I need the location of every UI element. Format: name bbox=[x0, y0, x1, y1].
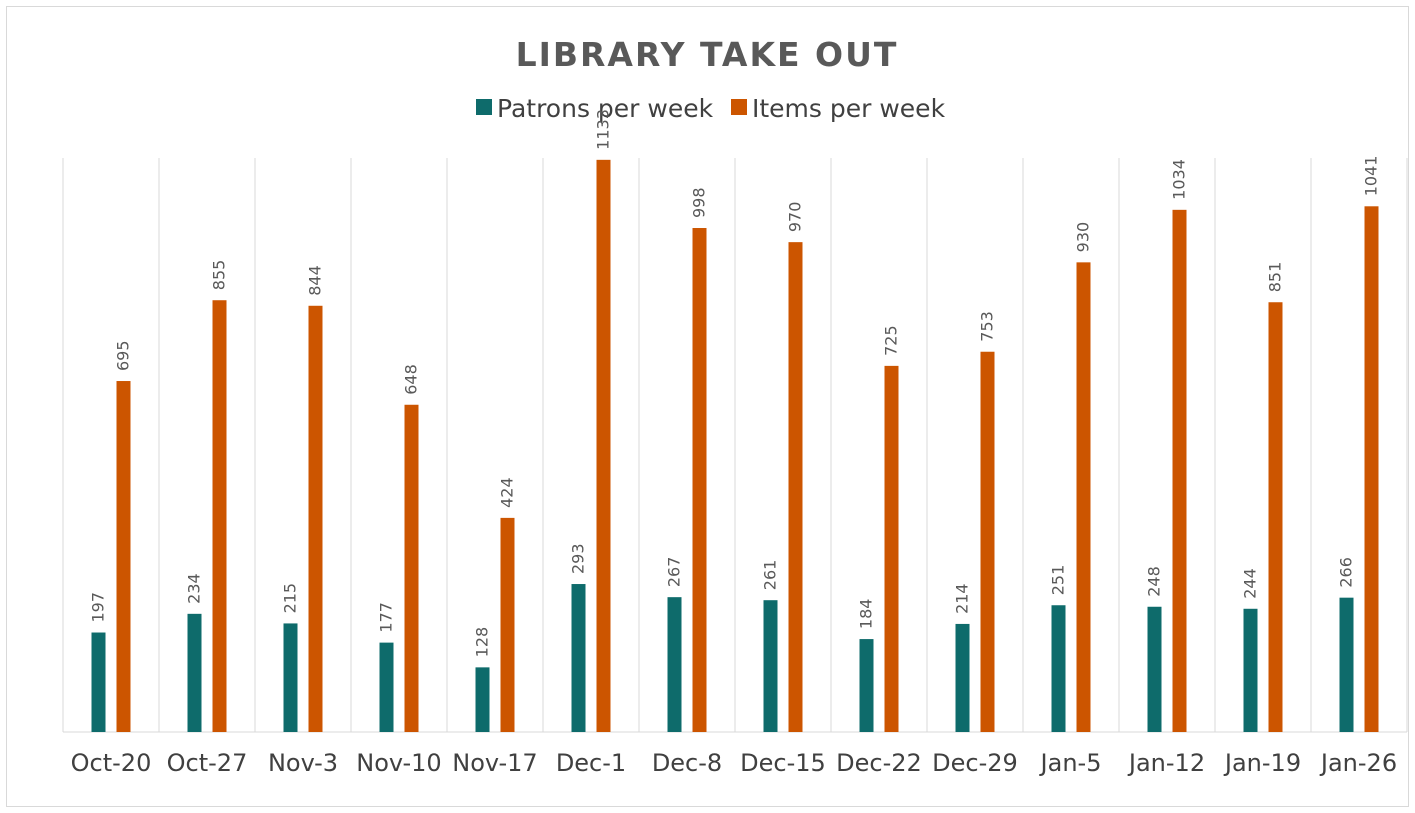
legend-swatch-patrons bbox=[476, 99, 492, 115]
x-tick-label: Jan-5 bbox=[1039, 749, 1102, 777]
x-tick-label: Jan-12 bbox=[1127, 749, 1205, 777]
data-label-patrons: 197 bbox=[89, 592, 108, 623]
x-tick-label: Oct-27 bbox=[167, 749, 248, 777]
bar-patrons-dec-8 bbox=[667, 597, 682, 732]
bar-items-jan-5 bbox=[1076, 262, 1091, 732]
bars bbox=[91, 159, 1379, 733]
bar-items-jan-26 bbox=[1364, 206, 1379, 733]
bar-items-dec-22 bbox=[884, 365, 899, 732]
data-label-items: 725 bbox=[882, 325, 901, 356]
bar-items-nov-10 bbox=[404, 404, 419, 732]
x-tick-label: Jan-26 bbox=[1319, 749, 1397, 777]
data-labels: 197 695 234 855 215 844 177 648 128 424 293 1133 267… bbox=[89, 109, 1381, 657]
bar-items-jan-19 bbox=[1268, 302, 1283, 732]
data-label-items: 424 bbox=[498, 477, 517, 508]
bar-patrons-dec-22 bbox=[859, 639, 874, 732]
data-label-items: 855 bbox=[210, 260, 229, 291]
legend-swatch-items bbox=[731, 99, 747, 115]
data-label-patrons: 267 bbox=[665, 557, 684, 588]
data-label-patrons: 266 bbox=[1337, 557, 1356, 588]
x-axis-ticks: Oct-20 Oct-27 Nov-3 Nov-10 Nov-17 Dec-1 Dec-8 D… bbox=[71, 749, 1397, 777]
bar-patrons-jan-5 bbox=[1051, 605, 1066, 732]
x-tick-label: Dec-22 bbox=[836, 749, 922, 777]
x-tick-label: Nov-3 bbox=[268, 749, 338, 777]
bar-items-dec-15 bbox=[788, 242, 803, 732]
data-label-patrons: 244 bbox=[1241, 568, 1260, 599]
bar-patrons-dec-1 bbox=[571, 584, 586, 732]
bar-patrons-nov-17 bbox=[475, 667, 490, 732]
x-tick-label: Nov-10 bbox=[356, 749, 441, 777]
x-tick-label: Dec-15 bbox=[740, 749, 826, 777]
data-label-items: 1034 bbox=[1170, 159, 1189, 200]
data-label-items: 1133 bbox=[594, 109, 613, 150]
bar-items-jan-12 bbox=[1172, 209, 1187, 732]
data-label-items: 753 bbox=[978, 311, 997, 342]
data-label-items: 851 bbox=[1266, 262, 1285, 293]
bar-patrons-oct-27 bbox=[187, 613, 202, 732]
data-label-items: 998 bbox=[690, 187, 709, 218]
data-label-items: 1041 bbox=[1362, 156, 1381, 197]
chart-title: LIBRARY TAKE OUT bbox=[516, 35, 899, 74]
legend: Patrons per week Items per week bbox=[476, 94, 946, 123]
bar-items-oct-20 bbox=[116, 381, 131, 732]
x-tick-label: Jan-19 bbox=[1223, 749, 1301, 777]
x-tick-label: Oct-20 bbox=[71, 749, 152, 777]
bar-patrons-dec-29 bbox=[955, 623, 970, 732]
bar-patrons-dec-15 bbox=[763, 600, 778, 732]
data-label-patrons: 184 bbox=[857, 599, 876, 630]
data-label-patrons: 251 bbox=[1049, 565, 1068, 596]
bar-items-dec-1 bbox=[596, 159, 611, 732]
data-label-patrons: 215 bbox=[281, 583, 300, 614]
data-label-patrons: 234 bbox=[185, 573, 204, 604]
legend-label-patrons: Patrons per week bbox=[497, 94, 714, 123]
bar-patrons-oct-20 bbox=[91, 632, 106, 732]
data-label-patrons: 214 bbox=[953, 583, 972, 614]
legend-label-items: Items per week bbox=[752, 94, 946, 123]
data-label-patrons: 248 bbox=[1145, 566, 1164, 597]
bar-patrons-nov-3 bbox=[283, 623, 298, 732]
bar-items-oct-27 bbox=[212, 300, 227, 732]
data-label-patrons: 261 bbox=[761, 560, 780, 591]
bar-patrons-nov-10 bbox=[379, 642, 394, 732]
bar-items-nov-17 bbox=[500, 517, 515, 732]
bar-items-dec-29 bbox=[980, 351, 995, 732]
x-tick-label: Dec-29 bbox=[932, 749, 1018, 777]
data-label-items: 695 bbox=[114, 340, 133, 371]
data-label-items: 844 bbox=[306, 265, 325, 296]
bar-items-nov-3 bbox=[308, 305, 323, 732]
data-label-items: 648 bbox=[402, 364, 421, 395]
bar-patrons-jan-12 bbox=[1147, 606, 1162, 732]
bar-items-dec-8 bbox=[692, 228, 707, 732]
data-label-items: 970 bbox=[786, 202, 805, 233]
bar-patrons-jan-26 bbox=[1339, 597, 1354, 732]
x-tick-label: Dec-1 bbox=[556, 749, 626, 777]
gridlines bbox=[62, 158, 1408, 733]
x-tick-label: Nov-17 bbox=[452, 749, 537, 777]
data-label-patrons: 128 bbox=[473, 627, 492, 658]
bar-patrons-jan-19 bbox=[1243, 608, 1258, 732]
x-tick-label: Dec-8 bbox=[652, 749, 722, 777]
data-label-patrons: 293 bbox=[569, 543, 588, 574]
data-label-patrons: 177 bbox=[377, 602, 396, 633]
data-label-items: 930 bbox=[1074, 222, 1093, 253]
